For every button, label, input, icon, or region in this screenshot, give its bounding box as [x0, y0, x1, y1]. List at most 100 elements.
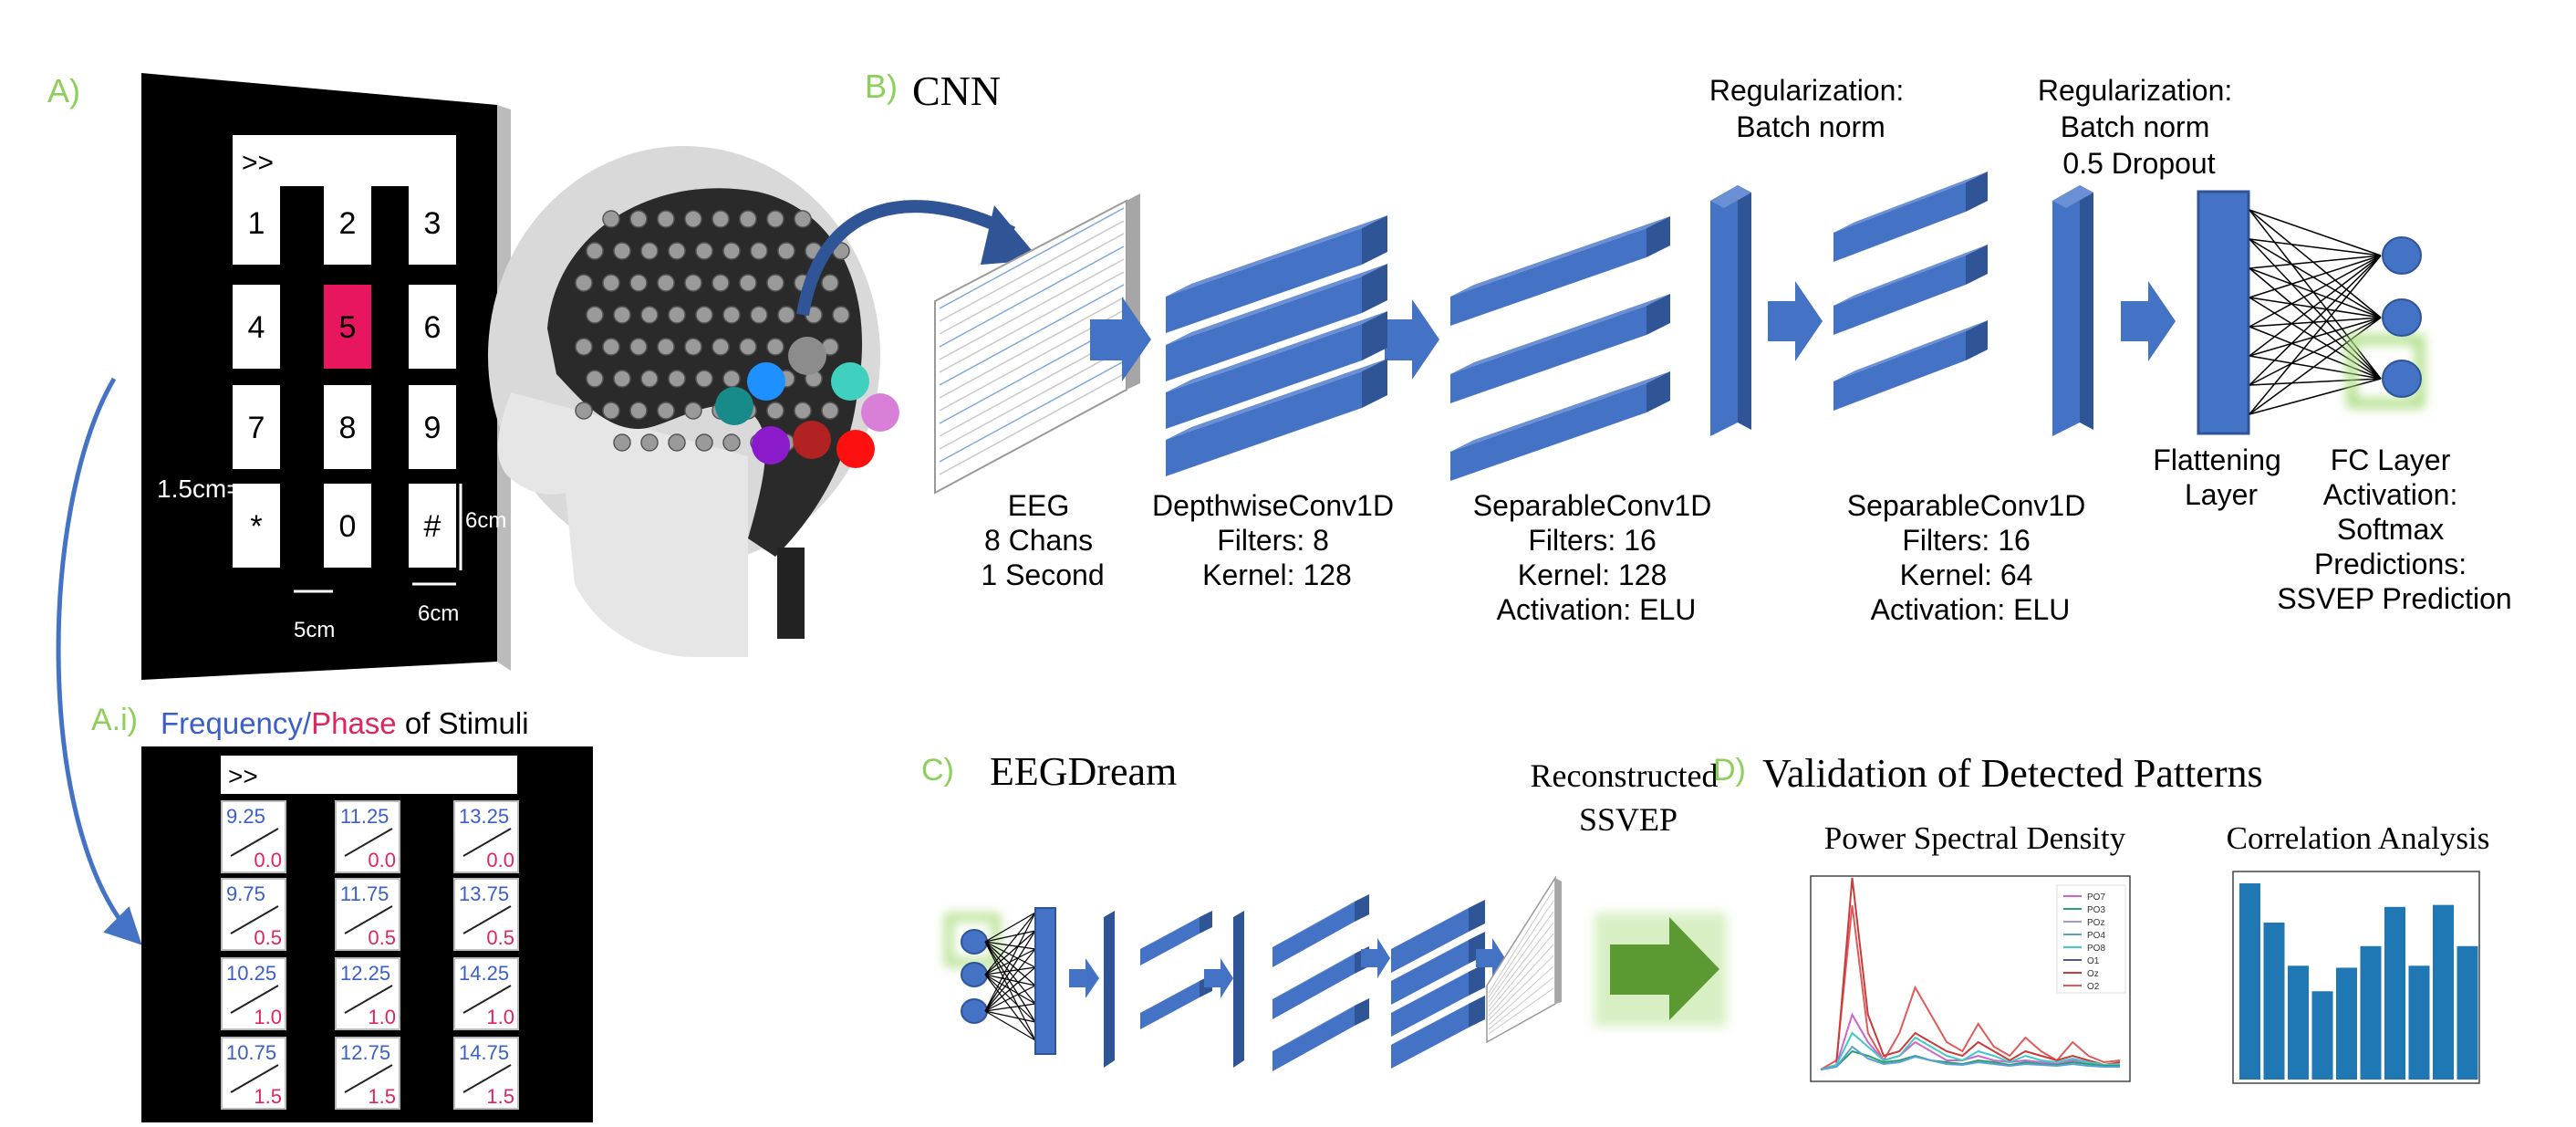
svg-text:Regularization: Batch no: Regularization: Batch norm 0.5 Dropout	[2038, 74, 2240, 180]
separable1-kernel: Kernel: 128	[1518, 558, 1667, 591]
dream-sep-bar	[1272, 1006, 1355, 1071]
panel-ai: A.i) Frequency/Phase of Stimuli >> 9.25 0…	[91, 703, 593, 1122]
electrode-darkcyan	[715, 387, 753, 425]
svg-text:Frequency/Phase of Stimuli: Frequency/Phase of Stimuli	[161, 706, 529, 740]
depthwise-block	[1166, 215, 1387, 476]
corr-bar	[2360, 945, 2382, 1080]
eeg-chans: 8 Chans	[984, 524, 1093, 557]
correlation-plot	[2232, 871, 2480, 1084]
separable1-filter-2	[1450, 306, 1646, 403]
fc-connections	[2249, 209, 2382, 415]
separable1-filter-1	[1450, 228, 1646, 326]
stimulus-cell	[335, 957, 400, 1030]
reg2-dropout: 0.5 Dropout	[2062, 147, 2215, 180]
keypad-key-1	[233, 181, 280, 265]
caption-slash: /	[303, 706, 312, 740]
corr-bar	[2457, 945, 2478, 1080]
dream-depth-bar	[1391, 1004, 1469, 1069]
dream-bn1	[1104, 911, 1115, 1068]
stimulus-cell	[335, 800, 400, 873]
stimulus-phase: 0.0	[254, 849, 282, 871]
psd-legend-item: POz	[2087, 918, 2104, 928]
dream-bn2	[1233, 911, 1244, 1068]
keypad-key-0	[324, 484, 371, 568]
reconstructed-label-1: Reconstructed	[1531, 757, 1719, 794]
reg1-batchnorm: Batch norm	[1736, 110, 1885, 143]
stimulus-cell	[453, 1037, 519, 1110]
electrode-pink	[861, 393, 899, 432]
electrode-red	[836, 430, 875, 468]
stimulus-phase: 1.5	[254, 1085, 282, 1108]
panel-ai-label: A.i)	[91, 703, 138, 737]
stimulus-phase: 0.5	[254, 926, 282, 949]
stimulus-phase: 0.5	[368, 926, 396, 949]
keypad-key-3	[409, 181, 456, 265]
panel-d: D) Validation of Detected Patterns Power…	[1713, 751, 2489, 1084]
stimulus-frequency: 14.75	[459, 1041, 509, 1064]
stimulus-frequency: 10.75	[226, 1041, 276, 1064]
depthwise-filters: Filters: 8	[1217, 524, 1329, 557]
stimulus-cell	[335, 1037, 400, 1110]
arrow-bn1-to-sep2	[1768, 281, 1823, 361]
electrode-purple	[752, 426, 790, 464]
depthwise-kernel: Kernel: 128	[1202, 558, 1352, 591]
keypad-display	[233, 135, 456, 186]
stimulus-cell	[453, 878, 519, 951]
electrode-blue	[747, 362, 785, 401]
keypad-key-2	[324, 181, 371, 265]
separable2-filter-2	[1833, 256, 1966, 335]
keypad-key-5	[324, 285, 371, 369]
batchnorm1-bar	[1710, 185, 1751, 436]
svg-text:SeparableConv1D Filters:: SeparableConv1D Filters: 16 Kernel: 128 …	[1473, 489, 1719, 626]
dream-depth-bar	[1391, 940, 1469, 1005]
flatten-label-1: Flattening	[2153, 443, 2281, 476]
arrow-a-to-ai	[56, 377, 142, 945]
panel-c: C) EEGDream Reconstructed SSVEP	[921, 749, 1727, 1071]
psd-legend-item: Oz	[2087, 969, 2099, 979]
separable2-block	[1833, 172, 1988, 411]
arrow-head-to-eeg	[796, 200, 1016, 317]
depthwise-label: DepthwiseConv1D	[1152, 489, 1394, 522]
dream-sep-bar	[1140, 917, 1200, 965]
dim-width: 6cm	[418, 601, 459, 626]
keypad-key-label: 0	[339, 509, 357, 544]
stimuli-grid: 9.25 0.0 11.25 0.0 13.25 0.0 9.75 0.5 11.75 0.5 13…	[221, 800, 519, 1110]
stimulus-cell	[335, 878, 400, 951]
stimulus-phase: 0.0	[486, 849, 514, 871]
separable1-block	[1450, 216, 1670, 481]
keypad-key-label: 6	[424, 310, 441, 345]
depthwise-filter-4	[1166, 371, 1362, 476]
stimulus-frequency: 12.75	[340, 1041, 390, 1064]
stimulus-frequency: 11.75	[340, 882, 389, 905]
stimulus-frequency: 13.25	[459, 805, 509, 828]
dream-depth-bar	[1391, 972, 1469, 1037]
dim-gap: 5cm	[294, 618, 335, 642]
keypad-key-8	[324, 385, 371, 469]
keypad-key-label: 5	[339, 310, 357, 345]
stimulus-cell	[221, 957, 286, 1030]
stimulus-cell	[453, 800, 519, 873]
keypad-key-label: #	[424, 509, 441, 544]
fc-node-2	[2382, 298, 2422, 337]
keypad-key-label: 8	[339, 411, 357, 445]
stimulus-frequency: 13.75	[459, 882, 509, 905]
corr-bar	[2239, 883, 2260, 1080]
dream-depth-bar	[1391, 908, 1469, 973]
caption-phase: Phase	[311, 706, 397, 740]
separable1-label: SeparableConv1D	[1473, 489, 1712, 522]
psd-title: Power Spectral Density	[1824, 820, 2126, 856]
dream-flatten	[1034, 907, 1056, 1055]
keypad-key-4	[233, 285, 280, 369]
dream-sep-bar	[1272, 954, 1355, 1019]
panel-b-label: B)	[865, 68, 898, 105]
corr-bar	[2336, 967, 2357, 1080]
svg-text:Regularization: Batch no: Regularization: Batch norm	[1709, 74, 1912, 143]
stimulus-cell	[221, 800, 286, 873]
stimulus-phase: 0.5	[486, 926, 514, 949]
stimuli-display-text: >>	[228, 762, 258, 790]
fc-node-1	[2382, 236, 2422, 275]
stimulus-phase: 1.0	[254, 1006, 282, 1028]
keypad-key-9	[409, 385, 456, 469]
separable2-filter-3	[1833, 331, 1966, 411]
batchnorm2-bar	[2052, 185, 2093, 436]
